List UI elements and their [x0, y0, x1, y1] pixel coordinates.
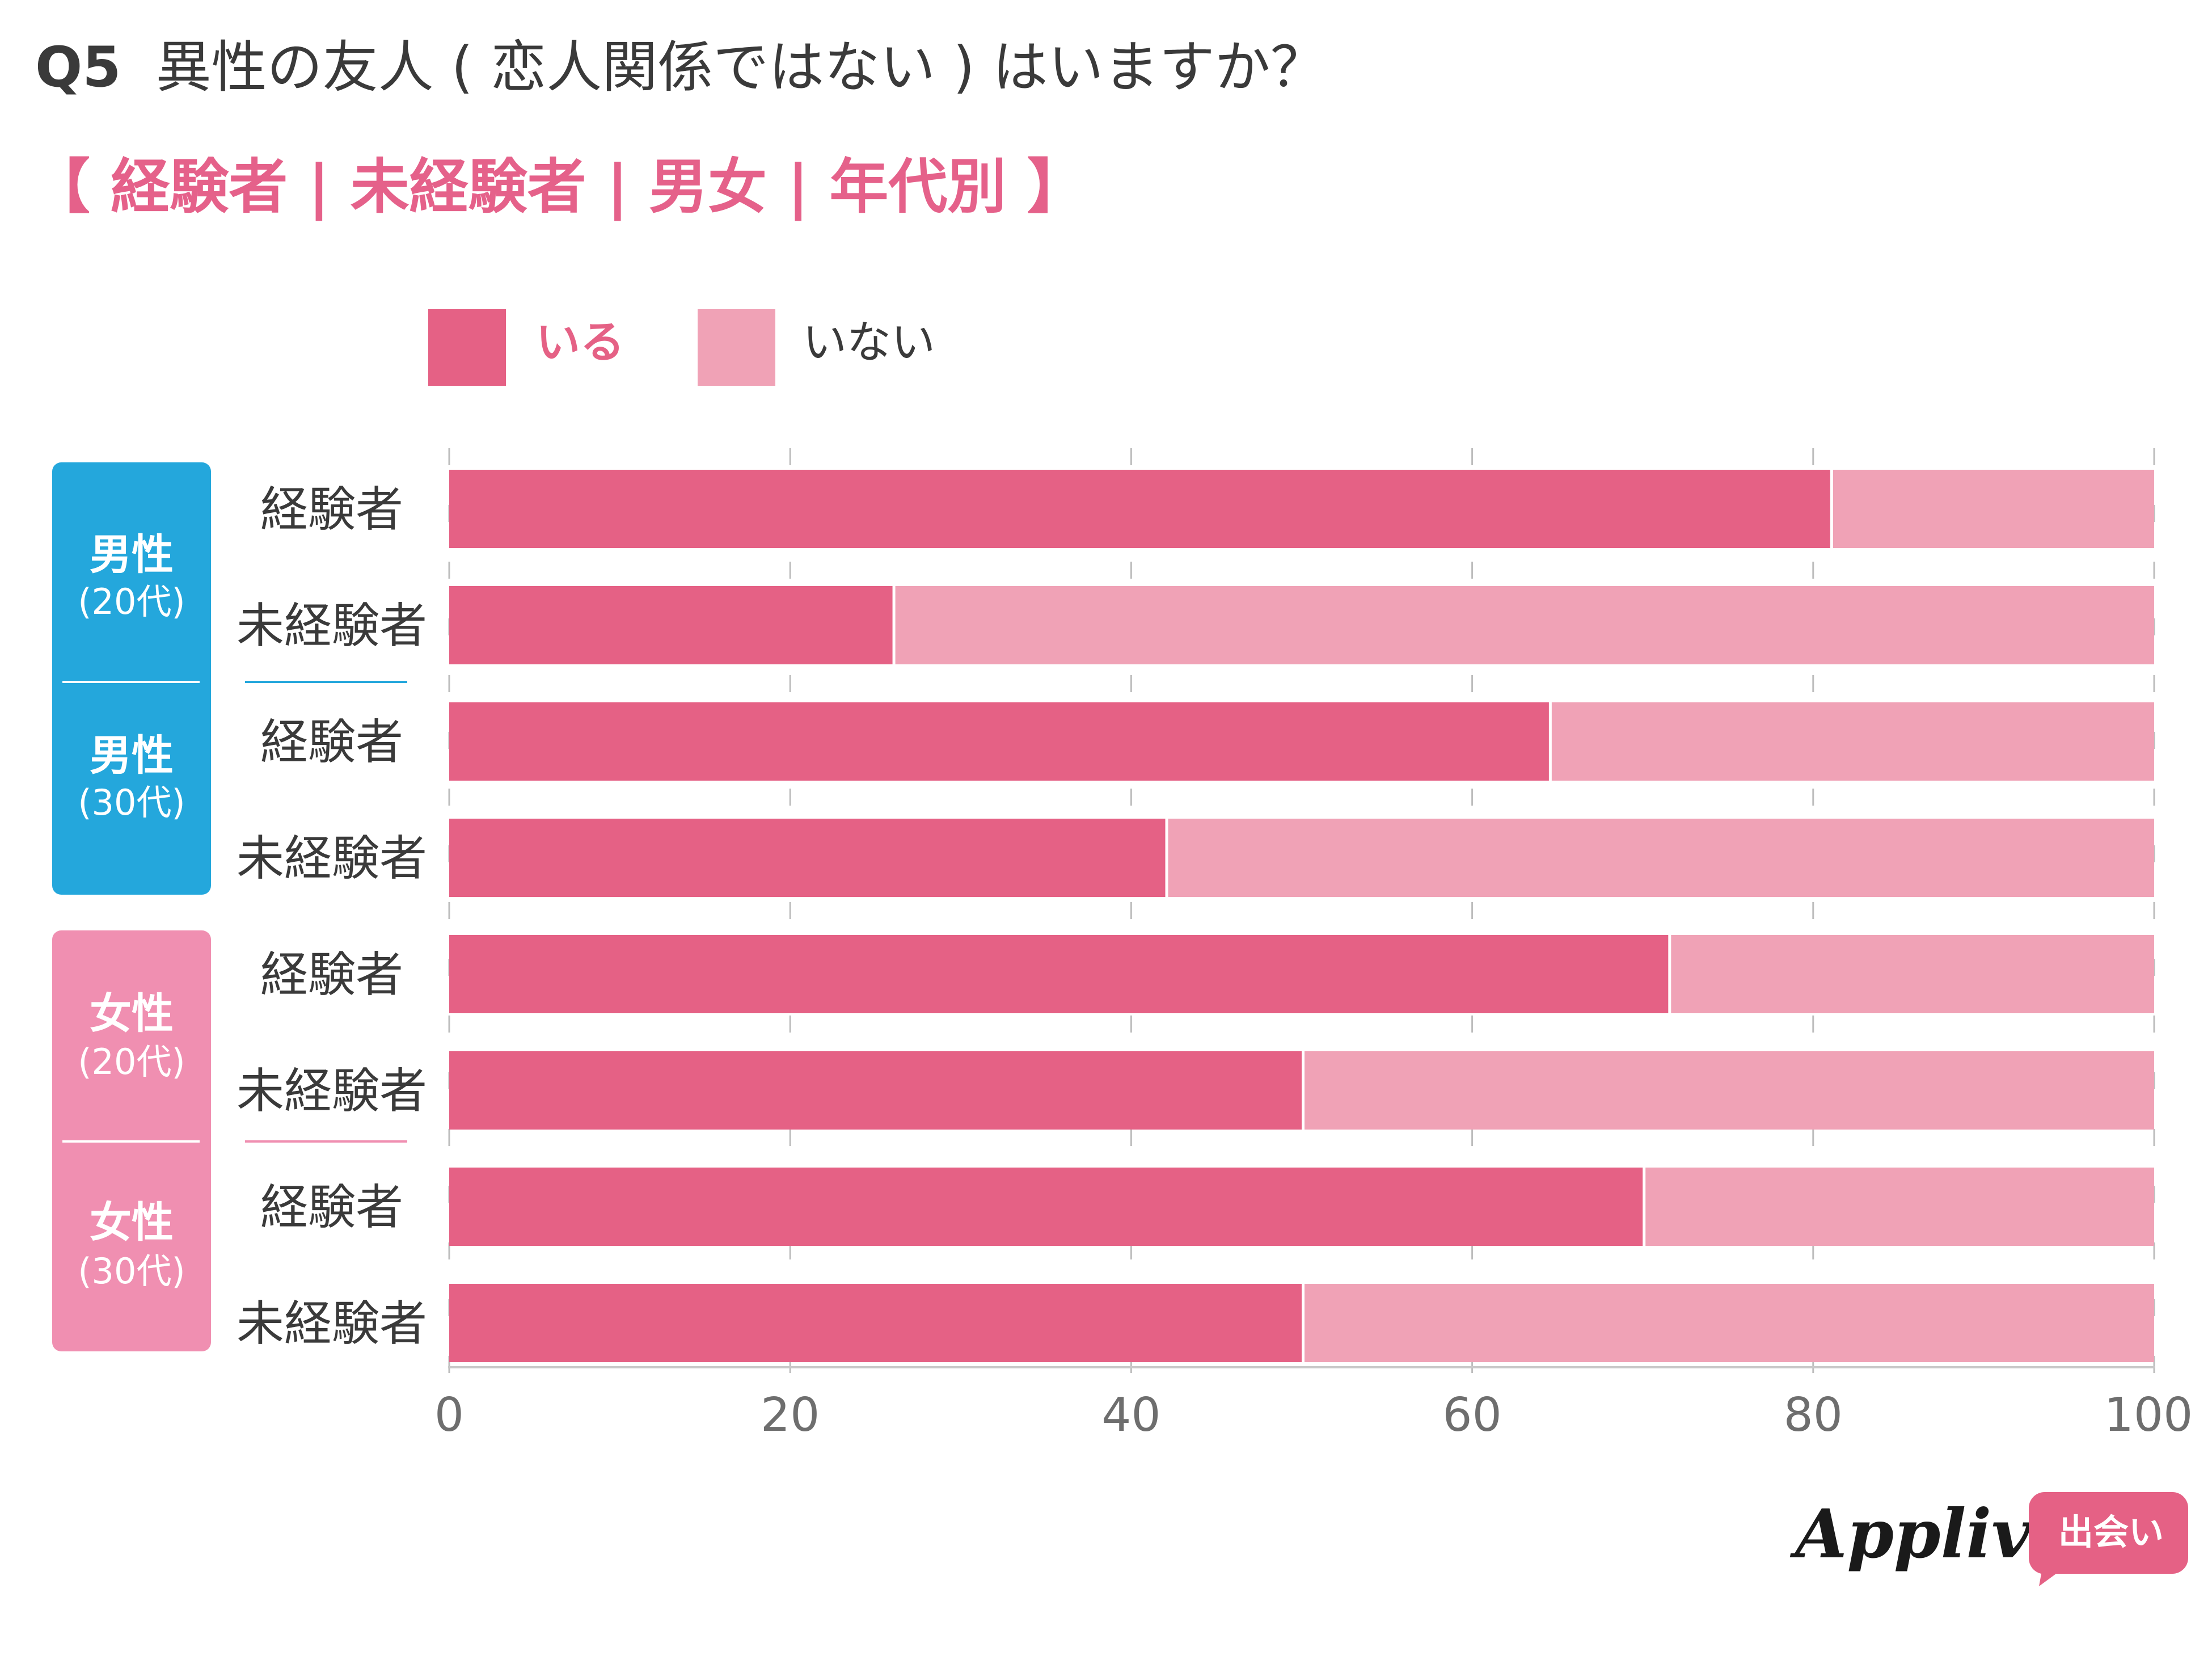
- x-tick-label: 20: [761, 1388, 820, 1442]
- logo-wordmark: Appliv: [1789, 1494, 2031, 1573]
- bar-iru: [449, 470, 1830, 548]
- row-label: 未経験者: [237, 1296, 427, 1351]
- x-tick-label: 100: [2104, 1388, 2193, 1442]
- bar-inai: [1833, 470, 2154, 548]
- legend-label-inai: いない: [803, 317, 935, 368]
- group-panel-male: 男性 (20代) 男性 (30代): [52, 462, 211, 895]
- bar-iru: [449, 1284, 1302, 1362]
- bar-iru: [449, 1051, 1302, 1130]
- legend-swatch-inai: [698, 309, 775, 386]
- group-main-label: 女性: [90, 1198, 174, 1247]
- row-label: 経験者: [260, 482, 403, 537]
- row-label: 未経験者: [237, 598, 427, 654]
- question-number: Q5: [35, 35, 121, 100]
- group-sub-label: (30代): [78, 782, 185, 823]
- logo-badge-text: 出会い: [2058, 1511, 2164, 1553]
- group-main-label: 女性: [90, 989, 174, 1038]
- question-text: 異性の友人 ( 恋人関係ではない ) はいますか？: [156, 35, 1326, 100]
- bar-iru: [449, 586, 893, 664]
- row-label: 経験者: [260, 947, 403, 1002]
- bar-inai: [895, 586, 2154, 664]
- applov-logo: Appliv 出会い: [1789, 1492, 2188, 1586]
- group-box-male: [52, 462, 211, 895]
- bar-iru: [449, 819, 1166, 897]
- bar-iru: [449, 1168, 1643, 1246]
- logo-badge: [2028, 1492, 2188, 1586]
- gridlines: [448, 448, 2155, 1376]
- group-main-label: 男性: [90, 530, 174, 579]
- group-sub-label: (20代): [78, 581, 185, 622]
- bar-iru: [449, 702, 1549, 781]
- row-label: 経験者: [260, 1179, 403, 1235]
- row-label: 経験者: [260, 714, 403, 770]
- row-label: 未経験者: [237, 1063, 427, 1119]
- group-sub-label: (30代): [78, 1250, 185, 1292]
- x-tick-label: 80: [1784, 1388, 1843, 1442]
- bar-iru: [449, 935, 1669, 1013]
- x-tick-label: 0: [434, 1388, 464, 1442]
- legend-swatch-iru: [428, 309, 506, 386]
- bar-inai: [1551, 702, 2154, 781]
- bar-inai: [1671, 935, 2154, 1013]
- bar-inai: [1305, 1051, 2154, 1130]
- page-subtitle: 【 経験者 | 未経験者 | 男女 | 年代別 】: [31, 152, 1086, 221]
- bar-inai: [1645, 1168, 2154, 1246]
- bar-inai: [1168, 819, 2154, 897]
- row-label: 未経験者: [237, 831, 427, 886]
- legend: いる いない: [428, 309, 935, 386]
- page-title: Q5 異性の友人 ( 恋人関係ではない ) はいますか？: [35, 35, 1326, 100]
- x-tick-label: 60: [1442, 1388, 1501, 1442]
- group-sub-label: (20代): [78, 1041, 185, 1082]
- bar-inai: [1305, 1284, 2154, 1362]
- legend-label-iru: いる: [536, 317, 624, 368]
- group-panel-female: 女性 (20代) 女性 (30代): [52, 930, 211, 1351]
- group-main-label: 男性: [90, 731, 174, 780]
- x-tick-label: 40: [1101, 1388, 1160, 1442]
- x-ticks: 0 20 40 60 80 100: [434, 1388, 2193, 1442]
- bars: [449, 470, 2154, 1362]
